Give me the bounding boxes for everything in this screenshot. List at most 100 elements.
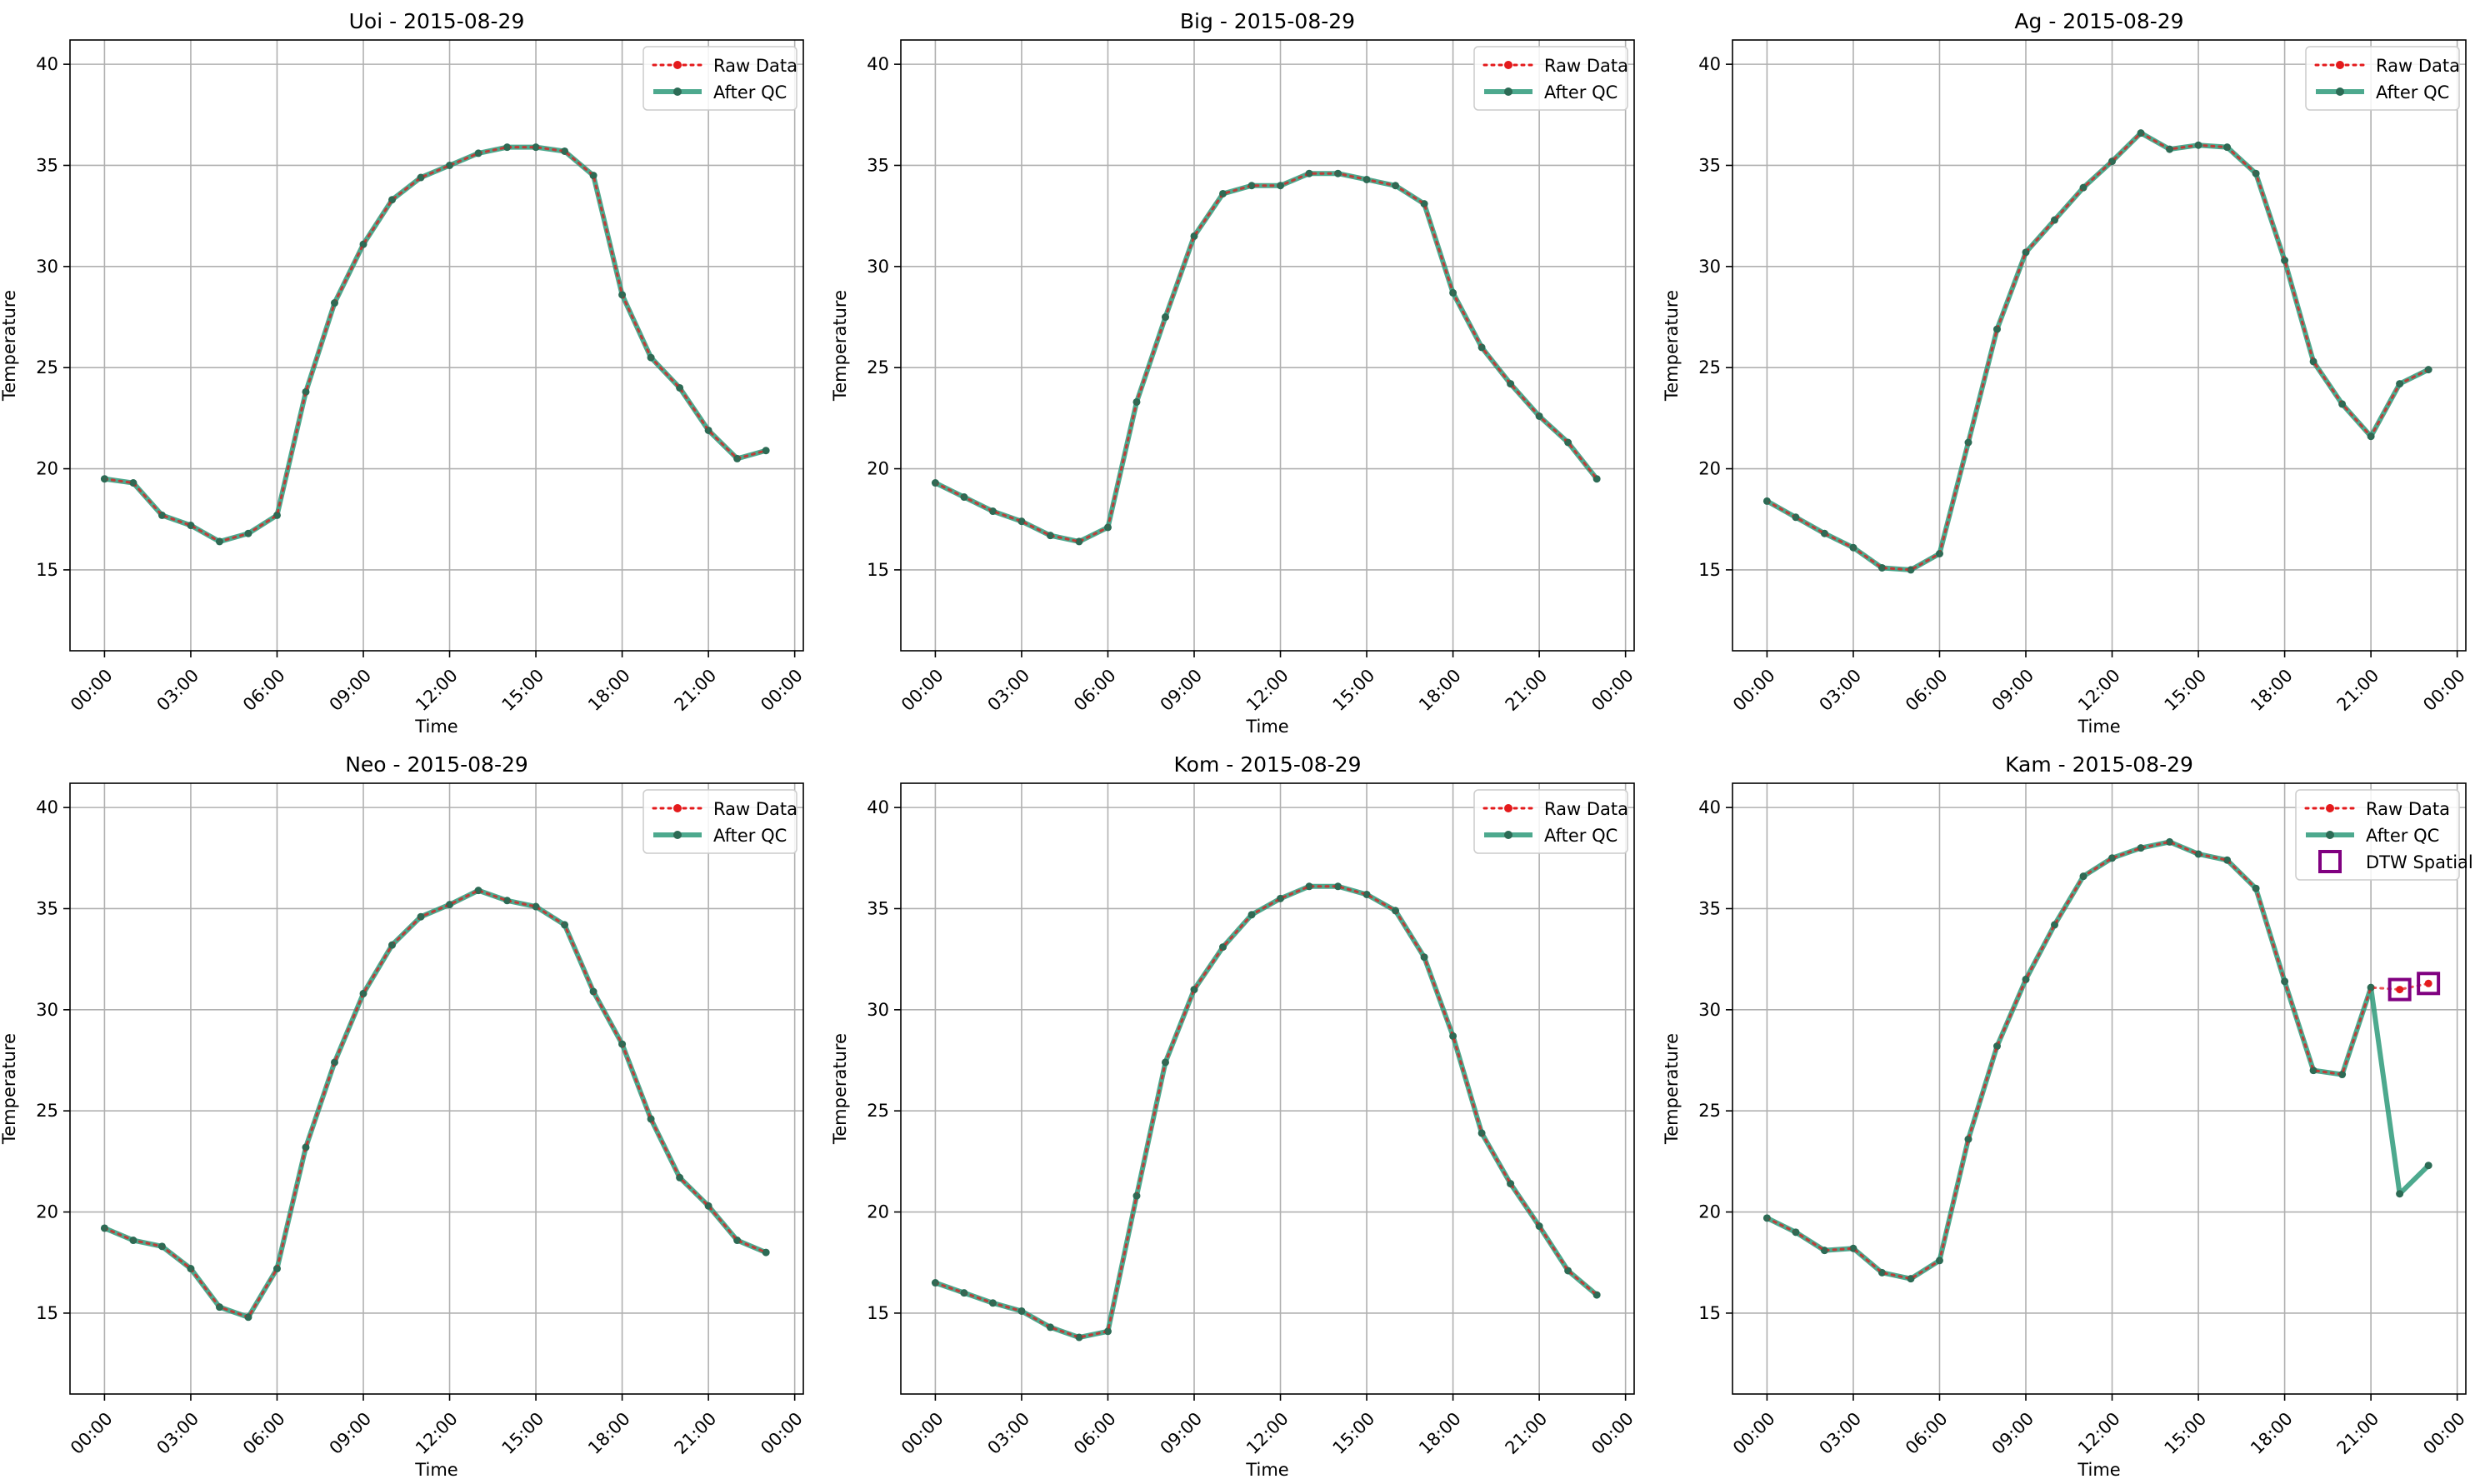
series-line-raw-data <box>933 172 1598 543</box>
x-axis-label: Time <box>414 1460 458 1480</box>
point-after-qc-overlay <box>1763 497 1770 504</box>
point-after-qc-overlay <box>961 494 968 501</box>
point-after-qc-overlay <box>1965 1136 1972 1142</box>
point-after-qc-overlay <box>989 1300 996 1307</box>
axes-frame <box>69 39 804 652</box>
y-axis-label: Temperature <box>830 290 850 402</box>
point-after-qc-overlay <box>1220 190 1227 197</box>
x-tick-label: 21:00 <box>2333 1408 2383 1458</box>
legend-label: Raw Data <box>2366 799 2450 819</box>
x-tick-label: 06:00 <box>1070 665 1120 715</box>
y-tick-label: 15 <box>1698 1303 1721 1323</box>
point-after-qc-overlay <box>590 988 597 995</box>
point-after-qc-overlay <box>1220 944 1227 951</box>
point-raw-data <box>2396 986 2404 994</box>
point-after-qc-overlay <box>705 1202 712 1209</box>
y-tick-label: 40 <box>36 797 58 817</box>
point-after-qc-overlay <box>619 1041 626 1047</box>
x-tick-label: 15:00 <box>1329 665 1379 715</box>
y-tick-label: 25 <box>1698 1101 1721 1121</box>
point-after-qc-overlay <box>1792 514 1799 521</box>
legend-label: After QC <box>2366 826 2439 846</box>
point-after-qc-overlay <box>2052 217 2058 223</box>
point-after-qc-overlay <box>273 1266 280 1272</box>
legend-label: After QC <box>1544 826 1618 846</box>
legend-label: After QC <box>2376 82 2449 102</box>
point-after-qc-overlay <box>188 1266 194 1272</box>
point-after-qc-overlay <box>1763 1215 1770 1222</box>
series-line-raw-data <box>1765 840 2430 1281</box>
point-dtw-spatial <box>2417 972 2441 996</box>
point-after-qc-overlay <box>1248 182 1255 189</box>
series-line-raw-data <box>102 889 768 1319</box>
point-after-qc-overlay <box>245 1314 252 1321</box>
subplot-2: 00:00 03:00 06:00 09:00 12:00 15:00 18:00 21:00… <box>830 9 1638 737</box>
subplot-5: 00:00 03:00 06:00 09:00 12:00 15:00 18:00 21:00… <box>830 752 1638 1480</box>
legend-label: DTW Spatial <box>2366 852 2473 872</box>
subplot-title: Big - 2015-08-29 <box>1180 9 1355 33</box>
point-after-qc-overlay <box>1936 1257 1942 1264</box>
point-after-qc-overlay <box>1392 907 1399 914</box>
point-after-qc-overlay <box>932 1280 938 1287</box>
point-after-qc-overlay <box>188 522 194 529</box>
x-tick-label: 21:00 <box>671 1408 721 1458</box>
y-axis-label: Temperature <box>1662 1033 1682 1145</box>
point-after-qc-overlay <box>1593 1292 1600 1298</box>
legend-label: After QC <box>713 82 787 102</box>
point-after-qc-overlay <box>705 427 712 433</box>
y-tick-label: 30 <box>867 1000 889 1020</box>
point-after-qc-overlay <box>1536 1223 1542 1230</box>
point-after-qc-overlay <box>1908 567 1914 573</box>
x-tick-label: 12:00 <box>2074 1408 2124 1458</box>
point-after-qc-overlay <box>1878 564 1885 571</box>
point-dtw-spatial <box>2388 977 2412 1002</box>
x-tick-label: 09:00 <box>1988 665 2038 715</box>
point-after-qc-overlay <box>2195 851 2202 857</box>
point-after-qc-overlay <box>2252 170 2259 177</box>
y-tick-label: 40 <box>867 797 889 817</box>
x-axis-label: Time <box>1245 717 1288 737</box>
x-tick-label: 00:00 <box>67 665 117 715</box>
x-tick-label: 06:00 <box>239 1408 289 1458</box>
point-after-qc-overlay <box>2109 158 2116 165</box>
point-after-qc-overlay <box>1335 170 1342 177</box>
point-after-qc-overlay <box>1133 398 1140 405</box>
x-tick-label: 06:00 <box>1070 1408 1120 1458</box>
y-tick-label: 30 <box>36 1000 58 1020</box>
legend-swatch-dtw-spatial <box>2318 850 2342 873</box>
point-after-qc-overlay <box>1536 412 1542 419</box>
x-tick-label: 00:00 <box>2419 1408 2469 1458</box>
point-after-qc-overlay <box>762 1249 769 1256</box>
x-axis-label: Time <box>414 717 458 737</box>
x-tick-label: 18:00 <box>584 665 634 715</box>
series-line-after-qc <box>1764 839 2432 1282</box>
y-tick-label: 20 <box>1698 1202 1721 1222</box>
point-after-qc-overlay <box>1965 439 1972 446</box>
point-after-qc-overlay <box>1018 1307 1025 1314</box>
x-tick-label: 00:00 <box>1588 665 1638 715</box>
y-tick-label: 25 <box>867 1101 889 1121</box>
subplot-title: Kom - 2015-08-29 <box>1174 752 1362 777</box>
point-after-qc-overlay <box>1162 1059 1168 1066</box>
point-after-qc-overlay <box>2022 976 2029 982</box>
point-after-qc-overlay <box>2224 857 2231 863</box>
point-after-qc-overlay <box>1421 201 1428 207</box>
x-tick-label: 15:00 <box>1329 1408 1379 1458</box>
legend-marker-after-qc <box>2326 831 2334 839</box>
point-after-qc-overlay <box>2425 367 2432 373</box>
x-tick-label: 21:00 <box>1502 1408 1552 1458</box>
point-after-qc-overlay <box>2138 130 2144 137</box>
point-after-qc-overlay <box>1821 1247 1828 1254</box>
y-tick-label: 40 <box>1698 54 1721 74</box>
y-tick-label: 20 <box>867 459 889 479</box>
point-after-qc-overlay <box>648 1116 654 1122</box>
point-after-qc-overlay <box>1306 883 1312 890</box>
point-after-qc-overlay <box>1508 381 1514 387</box>
legend-marker-raw-data <box>2336 61 2344 69</box>
point-after-qc-overlay <box>1278 895 1284 902</box>
legend-label: Raw Data <box>1544 56 1628 76</box>
y-tick-label: 40 <box>1698 797 1721 817</box>
legend-marker-raw-data <box>673 804 682 812</box>
x-tick-label: 03:00 <box>1815 1408 1865 1458</box>
